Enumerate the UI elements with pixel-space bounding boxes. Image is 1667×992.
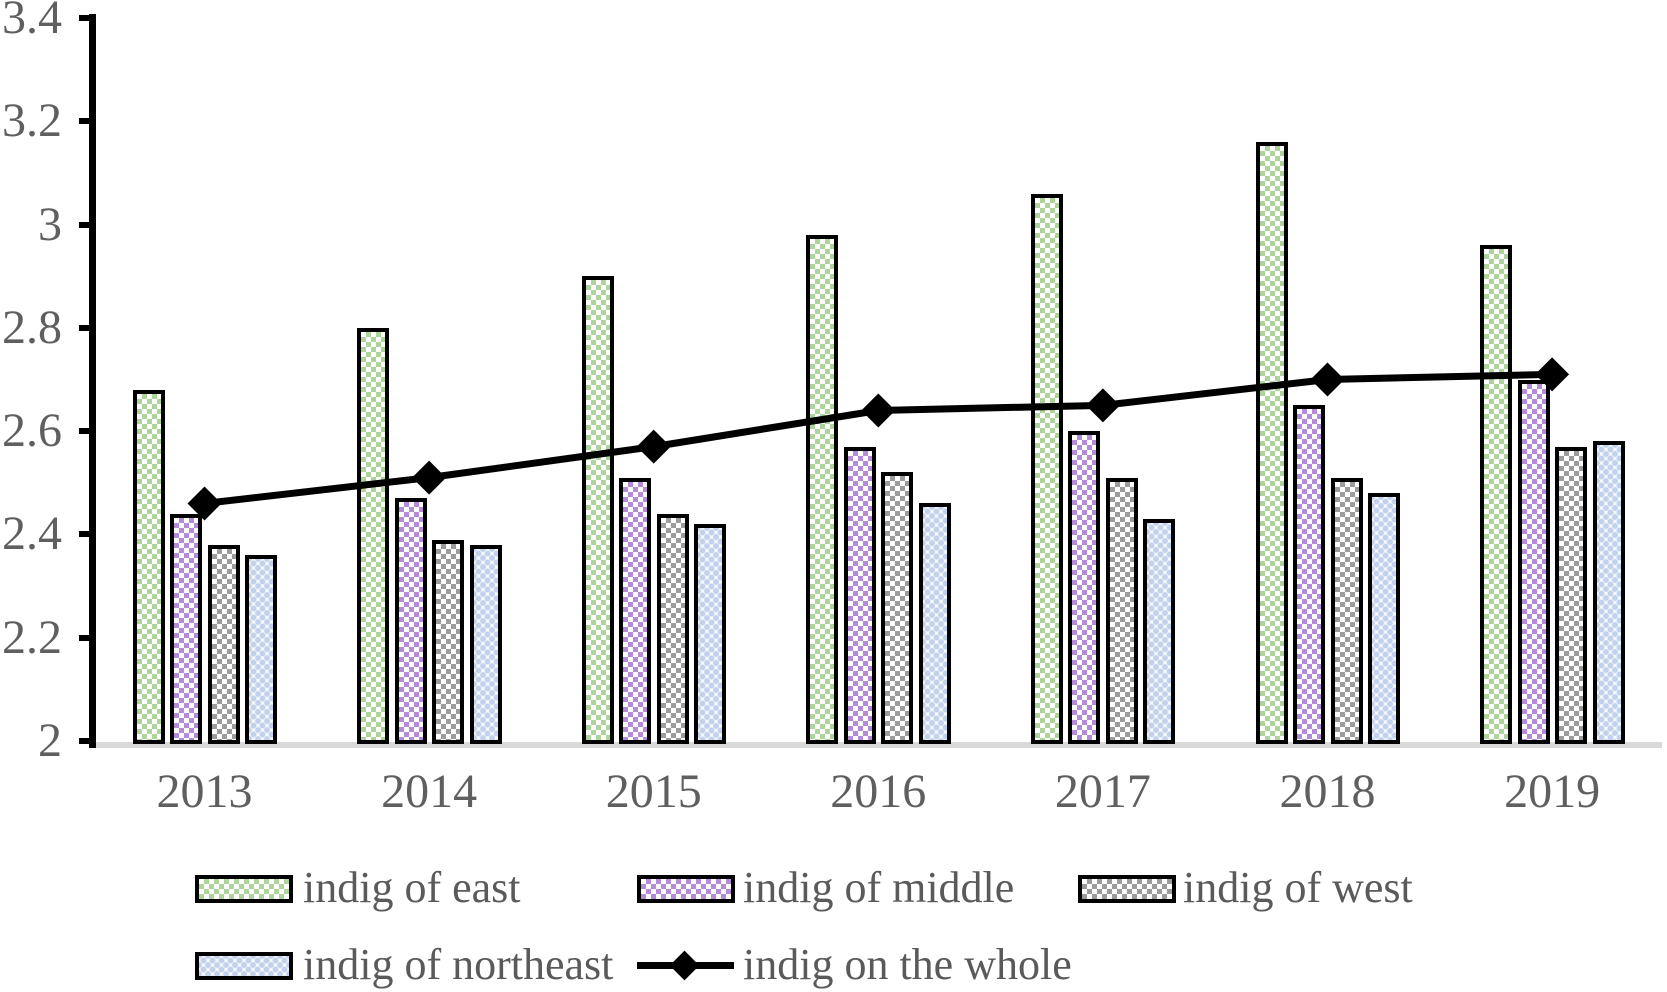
bar-indig-of-west-2017 <box>1105 477 1138 744</box>
bar-indig-of-west-2016 <box>881 472 914 744</box>
x-tick-label-2015: 2015 <box>605 765 702 818</box>
bar-indig-of-west-2015 <box>656 513 689 744</box>
bar-indig-of-northeast-2017 <box>1143 518 1176 744</box>
legend-label-northeast: indig of northeast <box>303 940 614 989</box>
legend-swatch-middle <box>637 875 735 903</box>
bar-indig-of-northeast-2015 <box>694 524 727 744</box>
bar-indig-of-west-2013 <box>207 544 240 744</box>
bar-indig-of-middle-2017 <box>1068 431 1101 744</box>
y-tick-2.6 <box>79 428 96 435</box>
y-tick-label: 2.8 <box>2 300 62 354</box>
y-tick-3 <box>79 221 96 228</box>
x-tick-label-2013: 2013 <box>156 765 253 818</box>
x-tick-label-2014: 2014 <box>381 765 478 818</box>
diamond-marker-2015 <box>636 429 671 464</box>
x-tick-label-2016: 2016 <box>830 765 927 818</box>
bar-indig-of-west-2019 <box>1555 446 1588 744</box>
legend-label-east: indig of east <box>303 863 521 912</box>
y-tick-2.4 <box>79 531 96 538</box>
y-axis-line <box>89 14 96 748</box>
bar-indig-of-east-2013 <box>132 389 165 744</box>
bar-indig-of-east-2018 <box>1255 141 1288 744</box>
y-tick-3.4 <box>79 15 96 21</box>
bar-indig-of-east-2015 <box>581 276 614 744</box>
bar-indig-of-middle-2016 <box>843 446 876 744</box>
bar-indig-of-northeast-2014 <box>469 544 502 744</box>
y-tick-2 <box>79 738 96 744</box>
diamond-marker-2014 <box>412 460 447 495</box>
legend-label-west: indig of west <box>1183 863 1413 912</box>
plot-area: 2 2.2 2.4 2.6 2.8 3 3.2 3.4 2013 2014 2015 2016 201… <box>2 0 1662 818</box>
bar-indig-of-middle-2019 <box>1517 379 1550 744</box>
bar-indig-of-west-2014 <box>432 539 465 744</box>
x-tick-label-2018: 2018 <box>1279 765 1376 818</box>
y-tick-3.2 <box>79 118 96 125</box>
x-axis-baseline <box>96 742 1662 748</box>
y-tick-label: 3 <box>38 197 62 251</box>
bar-indig-of-middle-2013 <box>170 513 202 744</box>
x-tick-label-2017: 2017 <box>1054 765 1151 818</box>
y-tick-2.2 <box>79 634 96 641</box>
y-tick-2.8 <box>79 324 96 331</box>
legend-diamond-icon <box>669 950 700 981</box>
bar-indig-of-northeast-2019 <box>1592 441 1625 744</box>
x-tick-label-2019: 2019 <box>1504 765 1601 818</box>
legend-label-middle: indig of middle <box>743 863 1015 912</box>
bar-indig-of-middle-2015 <box>619 477 652 744</box>
diamond-marker-2018 <box>1310 362 1345 397</box>
bar-indig-of-west-2018 <box>1330 477 1363 744</box>
y-tick-label: 2.2 <box>2 610 62 664</box>
y-tick-label: 2.6 <box>2 404 62 458</box>
bar-indig-of-middle-2018 <box>1293 405 1325 744</box>
y-tick-label: 3.4 <box>2 0 62 44</box>
bar-indig-of-northeast-2016 <box>918 503 951 744</box>
bar-indig-of-east-2019 <box>1480 245 1513 744</box>
bar-indig-of-northeast-2018 <box>1368 493 1400 744</box>
diamond-marker-2016 <box>861 393 896 428</box>
legend-swatch-west <box>1078 875 1176 903</box>
y-tick-label: 2.4 <box>2 507 62 561</box>
bar-indig-of-east-2014 <box>357 327 390 744</box>
y-tick-label: 2 <box>38 714 62 767</box>
diamond-marker-2017 <box>1085 388 1120 423</box>
legend-label-whole: indig on the whole <box>743 940 1072 989</box>
bar-indig-of-middle-2014 <box>394 498 427 744</box>
y-tick-label: 3.2 <box>2 94 62 148</box>
bar-indig-of-northeast-2013 <box>245 555 277 744</box>
legend-swatch-northeast <box>195 952 293 980</box>
bar-indig-of-east-2016 <box>806 234 839 744</box>
legend-swatch-east <box>195 875 293 903</box>
bar-indig-of-east-2017 <box>1030 193 1063 744</box>
